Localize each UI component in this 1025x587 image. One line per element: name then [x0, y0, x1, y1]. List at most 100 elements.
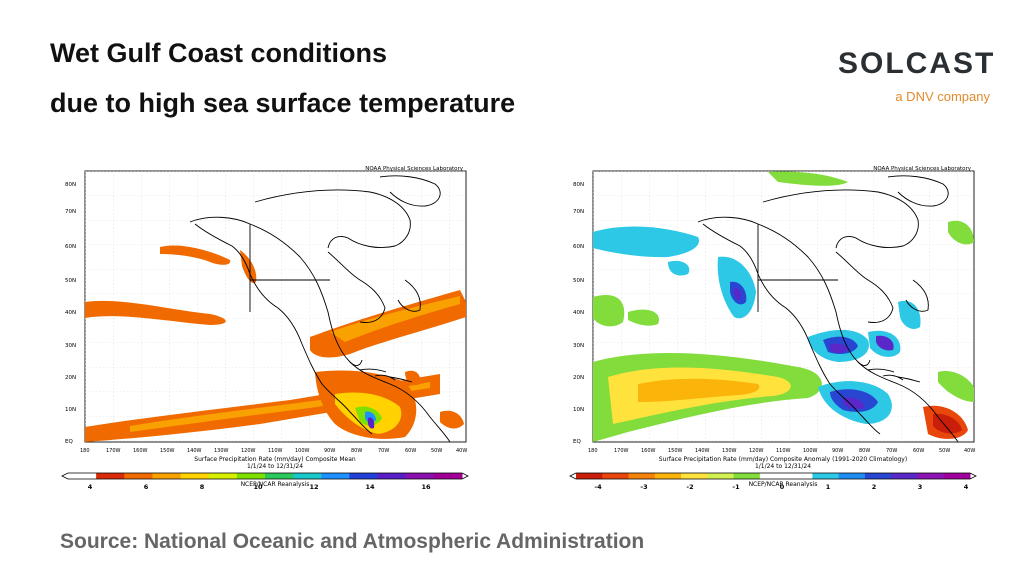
anomaly-field [593, 171, 974, 442]
lon-label: 160W [133, 448, 148, 454]
lon-label: 50W [431, 448, 442, 454]
lon-label: 160W [641, 448, 656, 454]
lat-label: EQ [65, 439, 73, 445]
lat-axis: 80N 70N 60N 50N 40N 30N 20N 10N EQ [65, 182, 76, 445]
lon-label: 60W [405, 448, 416, 454]
lat-label: 60N [65, 244, 76, 250]
colorbar-tick: -2 [686, 483, 693, 491]
colorbar-tick: 2 [872, 483, 877, 491]
lon-label: 120W [749, 448, 764, 454]
colorbar-swatch [96, 473, 125, 479]
lon-label: 40W [964, 448, 975, 454]
lon-label: 90W [324, 448, 335, 454]
lat-label: 40N [65, 310, 76, 316]
colorbar-tick: 4 [88, 483, 93, 491]
colorbar-swatch [812, 473, 840, 479]
colorbar-tick: 1 [826, 483, 831, 491]
solcast-logo: SOLCAST a DNV company [838, 45, 994, 107]
colorbar-tick: 12 [309, 483, 318, 491]
lon-label: 70W [886, 448, 897, 454]
colorbar-tick: -4 [594, 483, 602, 491]
colorbar-tick: 14 [365, 483, 375, 491]
colorbar-tick: -1 [732, 483, 740, 491]
lon-label: 150W [668, 448, 683, 454]
lon-label: 130W [722, 448, 737, 454]
lat-label: 20N [65, 375, 76, 381]
colorbar-swatch [943, 473, 971, 479]
slide-title-line-1: Wet Gulf Coast conditions [50, 38, 387, 68]
precip-field [85, 245, 466, 442]
colorbar-swatch [864, 473, 892, 479]
colorbar-swatch [152, 473, 182, 479]
colorbar-swatch [602, 473, 630, 479]
lon-label: 80W [859, 448, 870, 454]
colorbar-swatch [405, 473, 435, 479]
lon-label: 170W [106, 448, 121, 454]
colorbar-outline [569, 472, 977, 480]
colorbar-tick: 3 [918, 483, 923, 491]
lon-axis: 180 170W 160W 150W 140W 130W 120W 110W 1… [80, 448, 467, 454]
lon-label: 100W [295, 448, 310, 454]
logo-tagline: a DNV company [895, 89, 990, 104]
colorbar-swatch [180, 473, 210, 479]
colorbar-swatch [377, 473, 407, 479]
logo-wordmark: SOLCAST [838, 47, 996, 80]
colorbar-swatch [236, 473, 266, 479]
colorbar-outline [61, 472, 469, 480]
colorbar-swatch [321, 473, 350, 479]
lat-label: 80N [65, 182, 76, 188]
lat-label: 60N [573, 244, 584, 250]
slide-title-line-2: due to high sea surface temperature [50, 88, 516, 118]
colorbar-swatch [786, 473, 813, 479]
reanalysis-label: NCEP/NCAR Reanalysis [241, 481, 310, 488]
lat-label: 70N [65, 209, 76, 215]
colorbar-swatch [654, 473, 682, 479]
data-credit: NOAA Physical Sciences Laboratory [873, 166, 972, 172]
lat-label: 10N [65, 407, 76, 413]
colorbar-swatch [68, 473, 97, 479]
date-range: 1/1/24 to 12/31/24 [755, 463, 811, 470]
date-range: 1/1/24 to 12/31/24 [247, 463, 303, 470]
lon-label: 180 [80, 448, 90, 454]
coastlines [189, 175, 451, 443]
lon-label: 180 [588, 448, 598, 454]
colorbar-tick: 0 [780, 483, 785, 491]
colorbar-swatch [265, 473, 294, 479]
colorbar-swatch [628, 473, 656, 479]
lon-label: 60W [913, 448, 924, 454]
lon-label: 150W [160, 448, 175, 454]
lat-label: 10N [573, 407, 584, 413]
lon-label: 130W [214, 448, 229, 454]
lon-label: 100W [803, 448, 818, 454]
lat-label: 70N [573, 209, 584, 215]
colorbar-swatch [208, 473, 238, 479]
lat-label: EQ [573, 439, 581, 445]
colorbar-tick: 4 [964, 483, 969, 491]
lon-label: 110W [268, 448, 283, 454]
data-credit: NOAA Physical Sciences Laboratory [365, 166, 464, 172]
colorbar-ticks: 4 6 8 10 12 14 16 [88, 483, 431, 491]
lat-axis: 80N 70N 60N 50N 40N 30N 20N 10N EQ [573, 182, 584, 445]
colorbar-swatch [759, 473, 787, 479]
precip-mean-map: 80N 70N 60N 50N 40N 30N 20N 10N EQ 180 1… [60, 162, 470, 492]
colorbar-swatch [124, 473, 153, 479]
lon-label: 90W [832, 448, 843, 454]
lon-label: 80W [351, 448, 362, 454]
colorbar-swatch [576, 473, 603, 479]
colorbar-ticks: -4 -3 -2 -1 0 1 2 3 4 [594, 483, 968, 491]
colorbar-swatch [891, 473, 918, 479]
colorbar-tick: 8 [200, 483, 205, 491]
lon-label: 140W [695, 448, 710, 454]
lon-label: 110W [776, 448, 791, 454]
lon-label: 40W [456, 448, 467, 454]
lat-label: 50N [65, 278, 76, 284]
lon-axis: 180 170W 160W 150W 140W 130W 120W 110W 1… [588, 448, 975, 454]
colorbar-swatch [293, 473, 322, 479]
lon-label: 70W [378, 448, 389, 454]
lon-label: 170W [614, 448, 629, 454]
colorbar-swatch [349, 473, 379, 479]
source-citation: Source: National Oceanic and Atmospheric… [60, 530, 645, 553]
lon-label: 140W [187, 448, 202, 454]
lat-label: 20N [573, 375, 584, 381]
lon-label: 50W [939, 448, 950, 454]
